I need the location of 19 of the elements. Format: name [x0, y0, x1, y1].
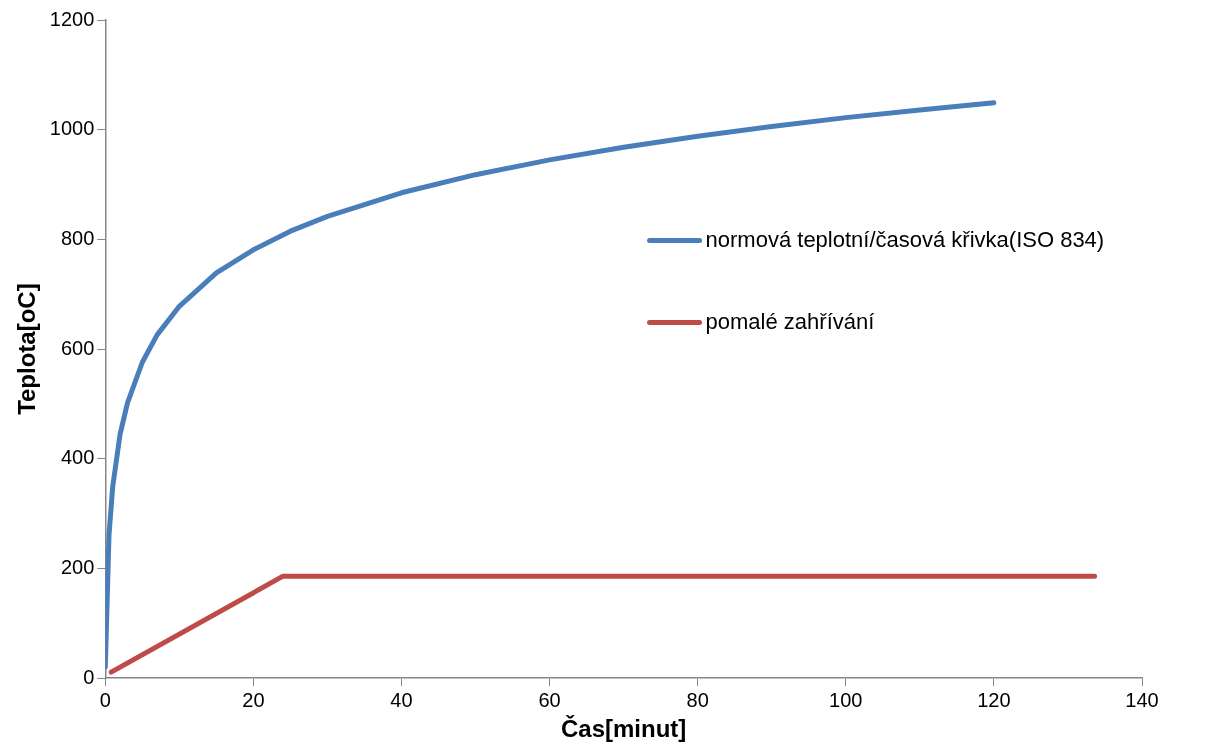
y-tick-label: 400 [60, 446, 95, 469]
y-tick-label: 0 [83, 665, 95, 688]
legend-label: pomalé zahřívání [705, 308, 875, 334]
x-tick-label: 120 [977, 688, 1011, 711]
x-tick-label: 0 [99, 688, 111, 711]
x-tick-label: 100 [829, 688, 863, 711]
x-tick-label: 40 [390, 688, 413, 711]
y-axis-title: Teplota[oC] [13, 283, 41, 415]
y-tick-label: 800 [60, 226, 95, 249]
x-tick-label: 20 [242, 688, 265, 711]
x-tick-label: 60 [538, 688, 561, 711]
legend-label: normová teplotní/časová křivka(ISO 834) [705, 226, 1105, 252]
x-tick-label: 140 [1125, 688, 1159, 711]
x-tick-label: 80 [686, 688, 709, 711]
y-tick-label: 200 [60, 556, 95, 579]
y-tick-label: 600 [60, 336, 95, 359]
y-tick-label: 1000 [49, 117, 95, 140]
y-tick-label: 1200 [49, 7, 95, 30]
x-axis-title: Čas[minut] [560, 715, 687, 743]
